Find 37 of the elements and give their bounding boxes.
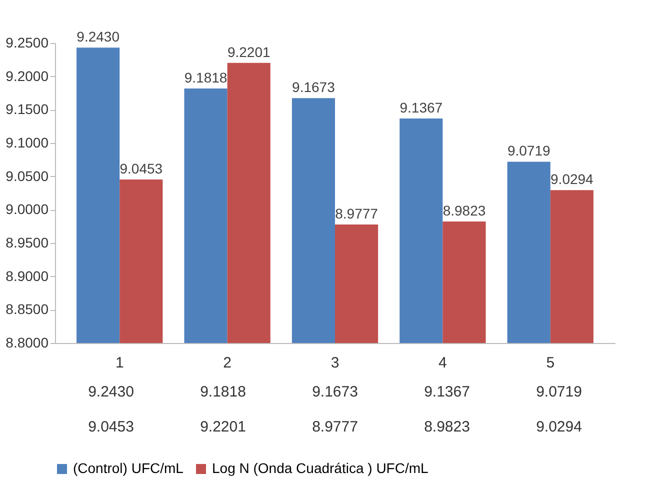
- data-label: 9.0719: [536, 384, 582, 400]
- data-label: 8.9823: [424, 418, 470, 436]
- x-tick-label: 2: [223, 354, 232, 372]
- text: 8.9777: [335, 206, 378, 222]
- x-tick-label: 1: [115, 354, 124, 372]
- legend-label: Log N (Onda Cuadrática ) UFC/mL: [212, 460, 429, 476]
- data-label: 9.0294: [536, 418, 582, 436]
- y-tick-label: 8.9500: [6, 234, 49, 250]
- y-tick-label: 9.2000: [6, 68, 49, 84]
- text: 9.2201: [227, 44, 270, 60]
- text: 9.0294: [550, 171, 594, 188]
- data-label: 9.2430: [88, 384, 134, 400]
- data-label: 9.1818: [200, 384, 246, 400]
- y-tick-label: 8.8500: [6, 301, 49, 318]
- x-tick-label: 4: [438, 354, 447, 372]
- x-tick-label: 5: [546, 354, 555, 372]
- y-tick-label: 9.0500: [6, 168, 49, 184]
- y-tick-label: 9.1000: [6, 134, 49, 150]
- data-label: 9.0453: [88, 418, 134, 436]
- data-label: 9.2201: [200, 418, 246, 436]
- text: 9.2430: [76, 28, 120, 45]
- text: 9.0719: [507, 142, 550, 159]
- y-tick-label: 9.0000: [6, 201, 49, 218]
- text: 9.1367: [400, 100, 443, 116]
- text: 9.1818: [184, 69, 228, 86]
- y-tick-label: 9.1500: [6, 101, 49, 118]
- text: 9.0453: [120, 160, 163, 176]
- data-label: 9.1673: [312, 384, 358, 400]
- legend-label: (Control) UFC/mL: [73, 460, 184, 476]
- data-label: 8.9777: [312, 418, 358, 436]
- data-label: 9.1367: [424, 384, 470, 400]
- x-tick-label: 3: [330, 354, 340, 372]
- y-tick-label: 8.8000: [6, 334, 49, 350]
- text: 8.9823: [442, 202, 486, 218]
- y-tick-label: 9.2500: [6, 34, 49, 50]
- text: 9.1673: [292, 79, 335, 96]
- y-tick-label: 8.9000: [6, 268, 49, 284]
